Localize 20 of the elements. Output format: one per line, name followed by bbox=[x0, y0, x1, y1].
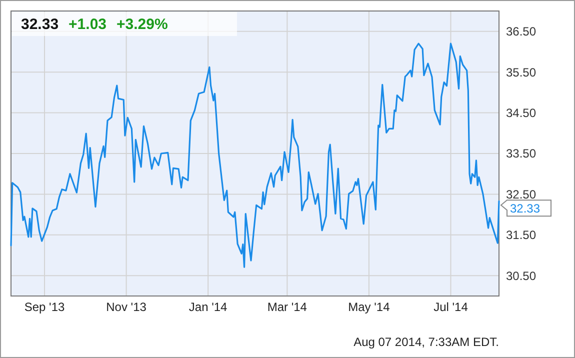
y-tick-label: 34.50 bbox=[506, 106, 536, 120]
y-tick-label: 32.50 bbox=[506, 187, 536, 202]
value-callout: 32.33 bbox=[500, 200, 552, 217]
x-tick-label: May '14 bbox=[348, 300, 390, 314]
annotation: 32.33 bbox=[510, 201, 540, 216]
x-tick-label: Mar '14 bbox=[267, 300, 308, 314]
y-tick-label: 35.50 bbox=[506, 65, 536, 80]
annotation: +1.03 bbox=[68, 16, 107, 33]
text: Aug 07 2014, 7:33AM EDT. bbox=[354, 335, 499, 349]
x-tick-label: Jul '14 bbox=[434, 300, 468, 314]
annotation: +3.29% bbox=[116, 16, 168, 33]
chart-title: 32.33 bbox=[21, 16, 59, 33]
y-tick-label: 33.50 bbox=[506, 146, 536, 161]
x-tick-label: Nov '13 bbox=[106, 300, 147, 314]
y-tick-label: 36.50 bbox=[506, 24, 536, 39]
x-tick-label: Jan '14 bbox=[188, 300, 228, 314]
y-tick-label: 31.50 bbox=[506, 228, 536, 242]
y-tick-label: 30.50 bbox=[506, 268, 536, 283]
x-tick-label: Sep '13 bbox=[24, 300, 66, 314]
line-series bbox=[10, 42, 500, 268]
